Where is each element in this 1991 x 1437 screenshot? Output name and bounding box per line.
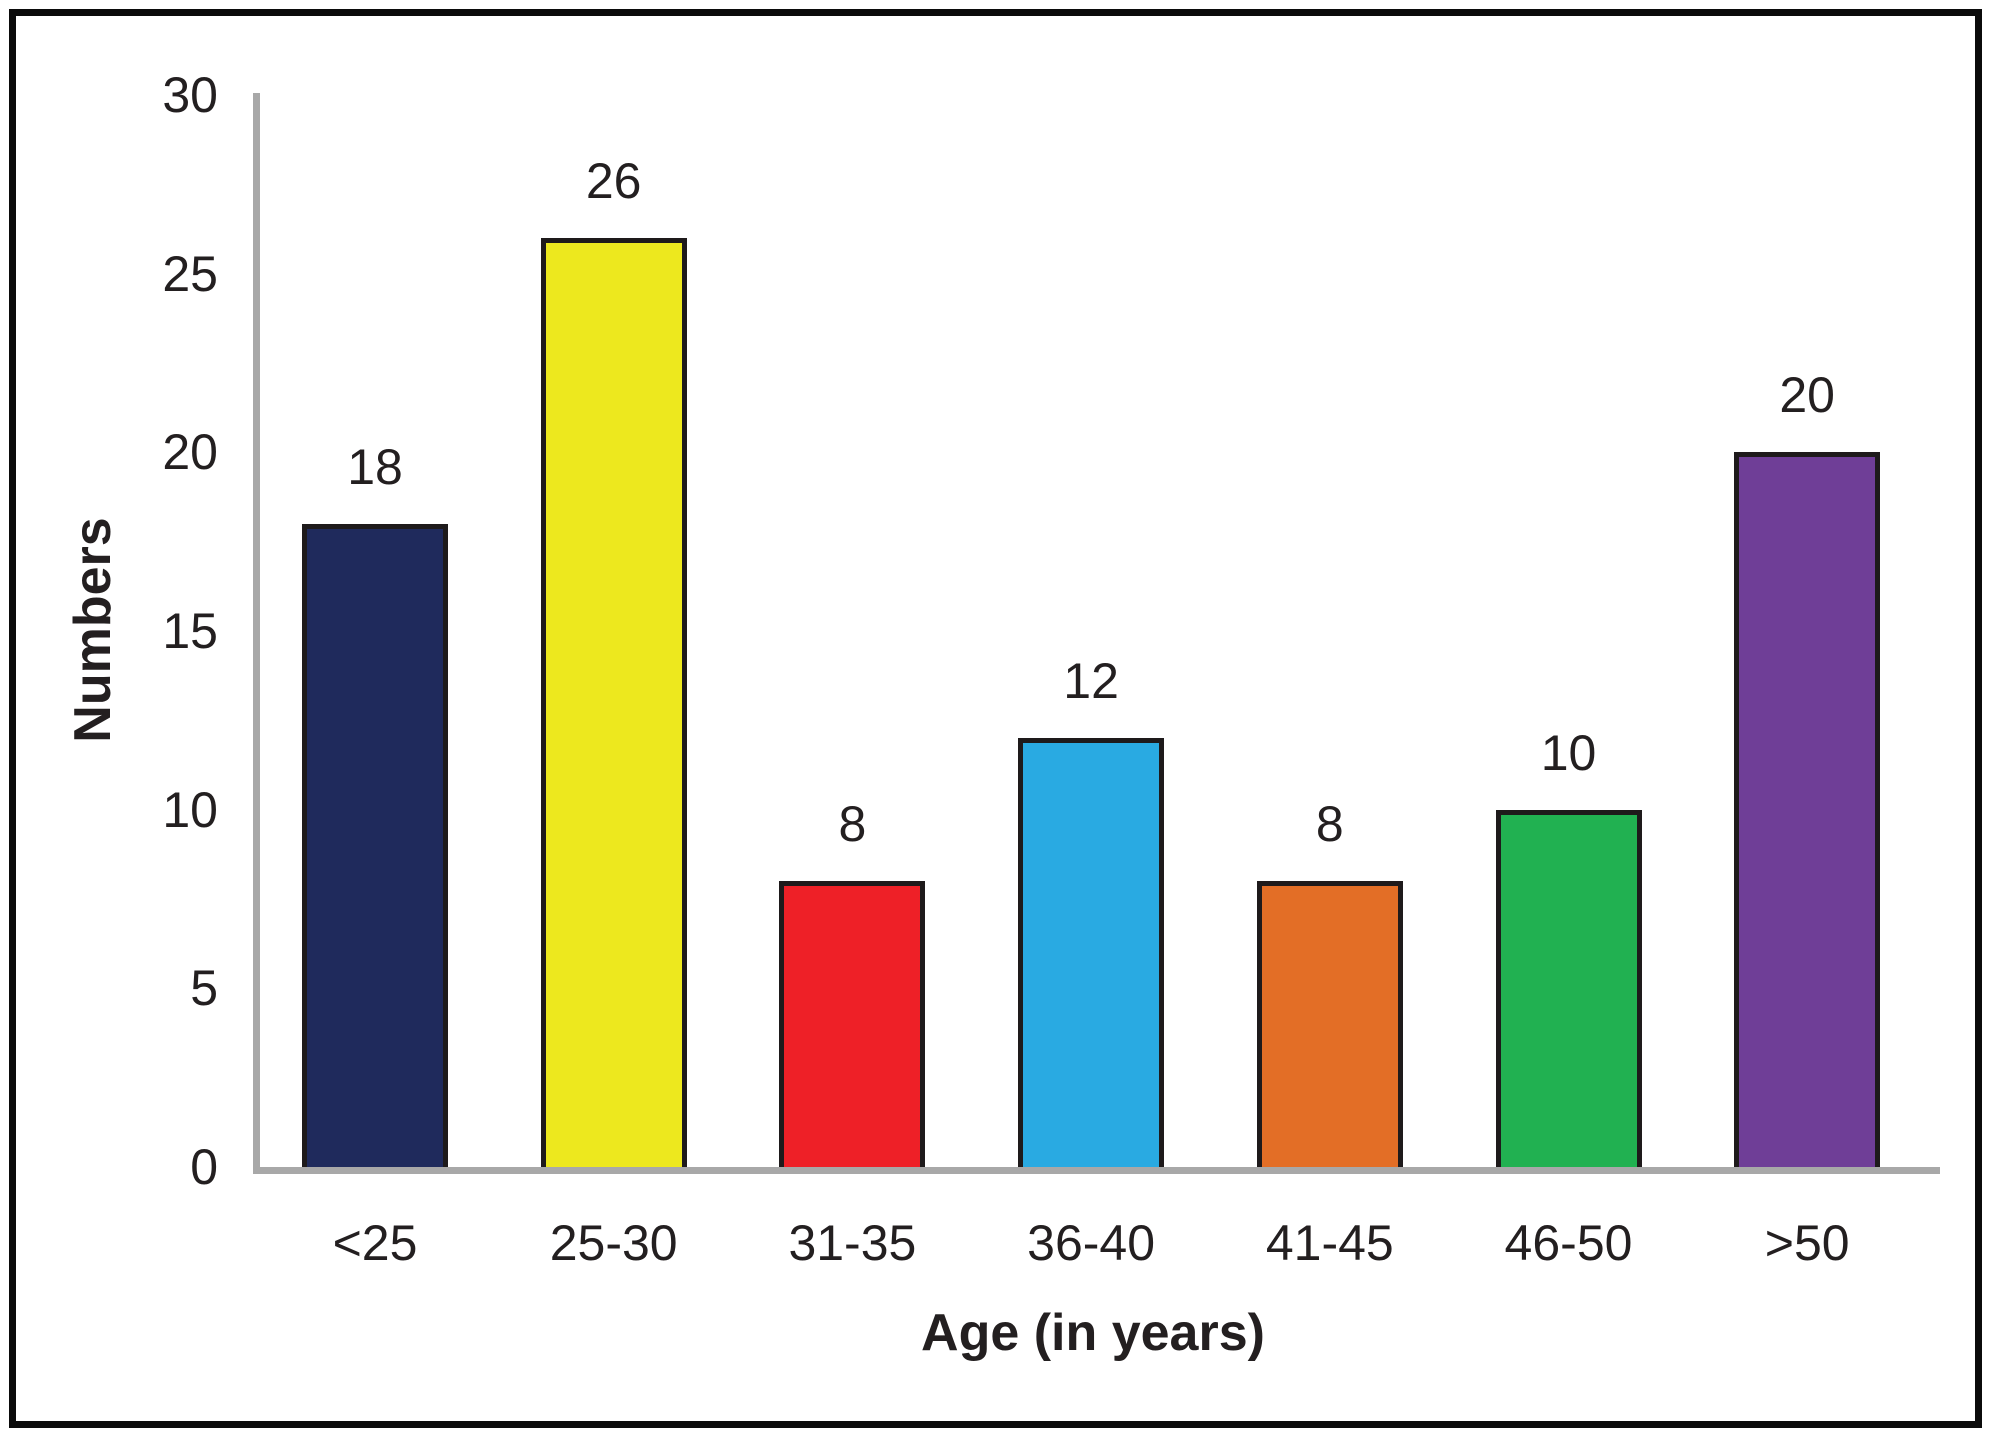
bar-25-30	[540, 237, 687, 1167]
x-axis-title: Age (in years)	[921, 1304, 1265, 1362]
x-tick-label->50: >50	[1764, 1215, 1850, 1271]
y-tick-label-5: 5	[190, 960, 218, 1017]
bar-value-label-41-45: 8	[1315, 796, 1344, 853]
bar-value-label-<25: 18	[347, 438, 403, 495]
bar-value-label->50: 20	[1779, 367, 1835, 424]
y-tick-label-20: 20	[162, 424, 218, 481]
y-tick-label-25: 25	[162, 245, 218, 302]
bar-value-label-31-35: 8	[838, 796, 867, 853]
bar-value-label-36-40: 12	[1063, 653, 1119, 710]
x-tick-label-36-40: 36-40	[1027, 1215, 1156, 1271]
y-axis-line	[253, 93, 260, 1174]
bar-31-35	[779, 881, 926, 1167]
bar-value-label-46-50: 10	[1540, 724, 1597, 781]
x-tick-label-41-45: 41-45	[1265, 1215, 1394, 1271]
bar-<25	[302, 523, 448, 1167]
x-tick-label-25-30: 25-30	[549, 1215, 678, 1271]
y-tick-label-10: 10	[162, 781, 218, 838]
bar-36-40	[1018, 738, 1165, 1167]
x-tick-label-46-50: 46-50	[1504, 1215, 1633, 1271]
x-tick-label-<25: <25	[332, 1215, 418, 1271]
bar-46-50	[1495, 809, 1642, 1167]
x-tick-label-31-35: 31-35	[788, 1215, 917, 1271]
y-tick-label-15: 15	[162, 603, 218, 659]
bar->50	[1734, 452, 1881, 1167]
x-axis-line	[253, 1167, 1940, 1174]
bar-41-45	[1256, 881, 1403, 1167]
y-tick-label-0: 0	[190, 1139, 218, 1195]
y-tick-label-30: 30	[162, 67, 218, 123]
bar-value-label-25-30: 26	[585, 152, 642, 209]
